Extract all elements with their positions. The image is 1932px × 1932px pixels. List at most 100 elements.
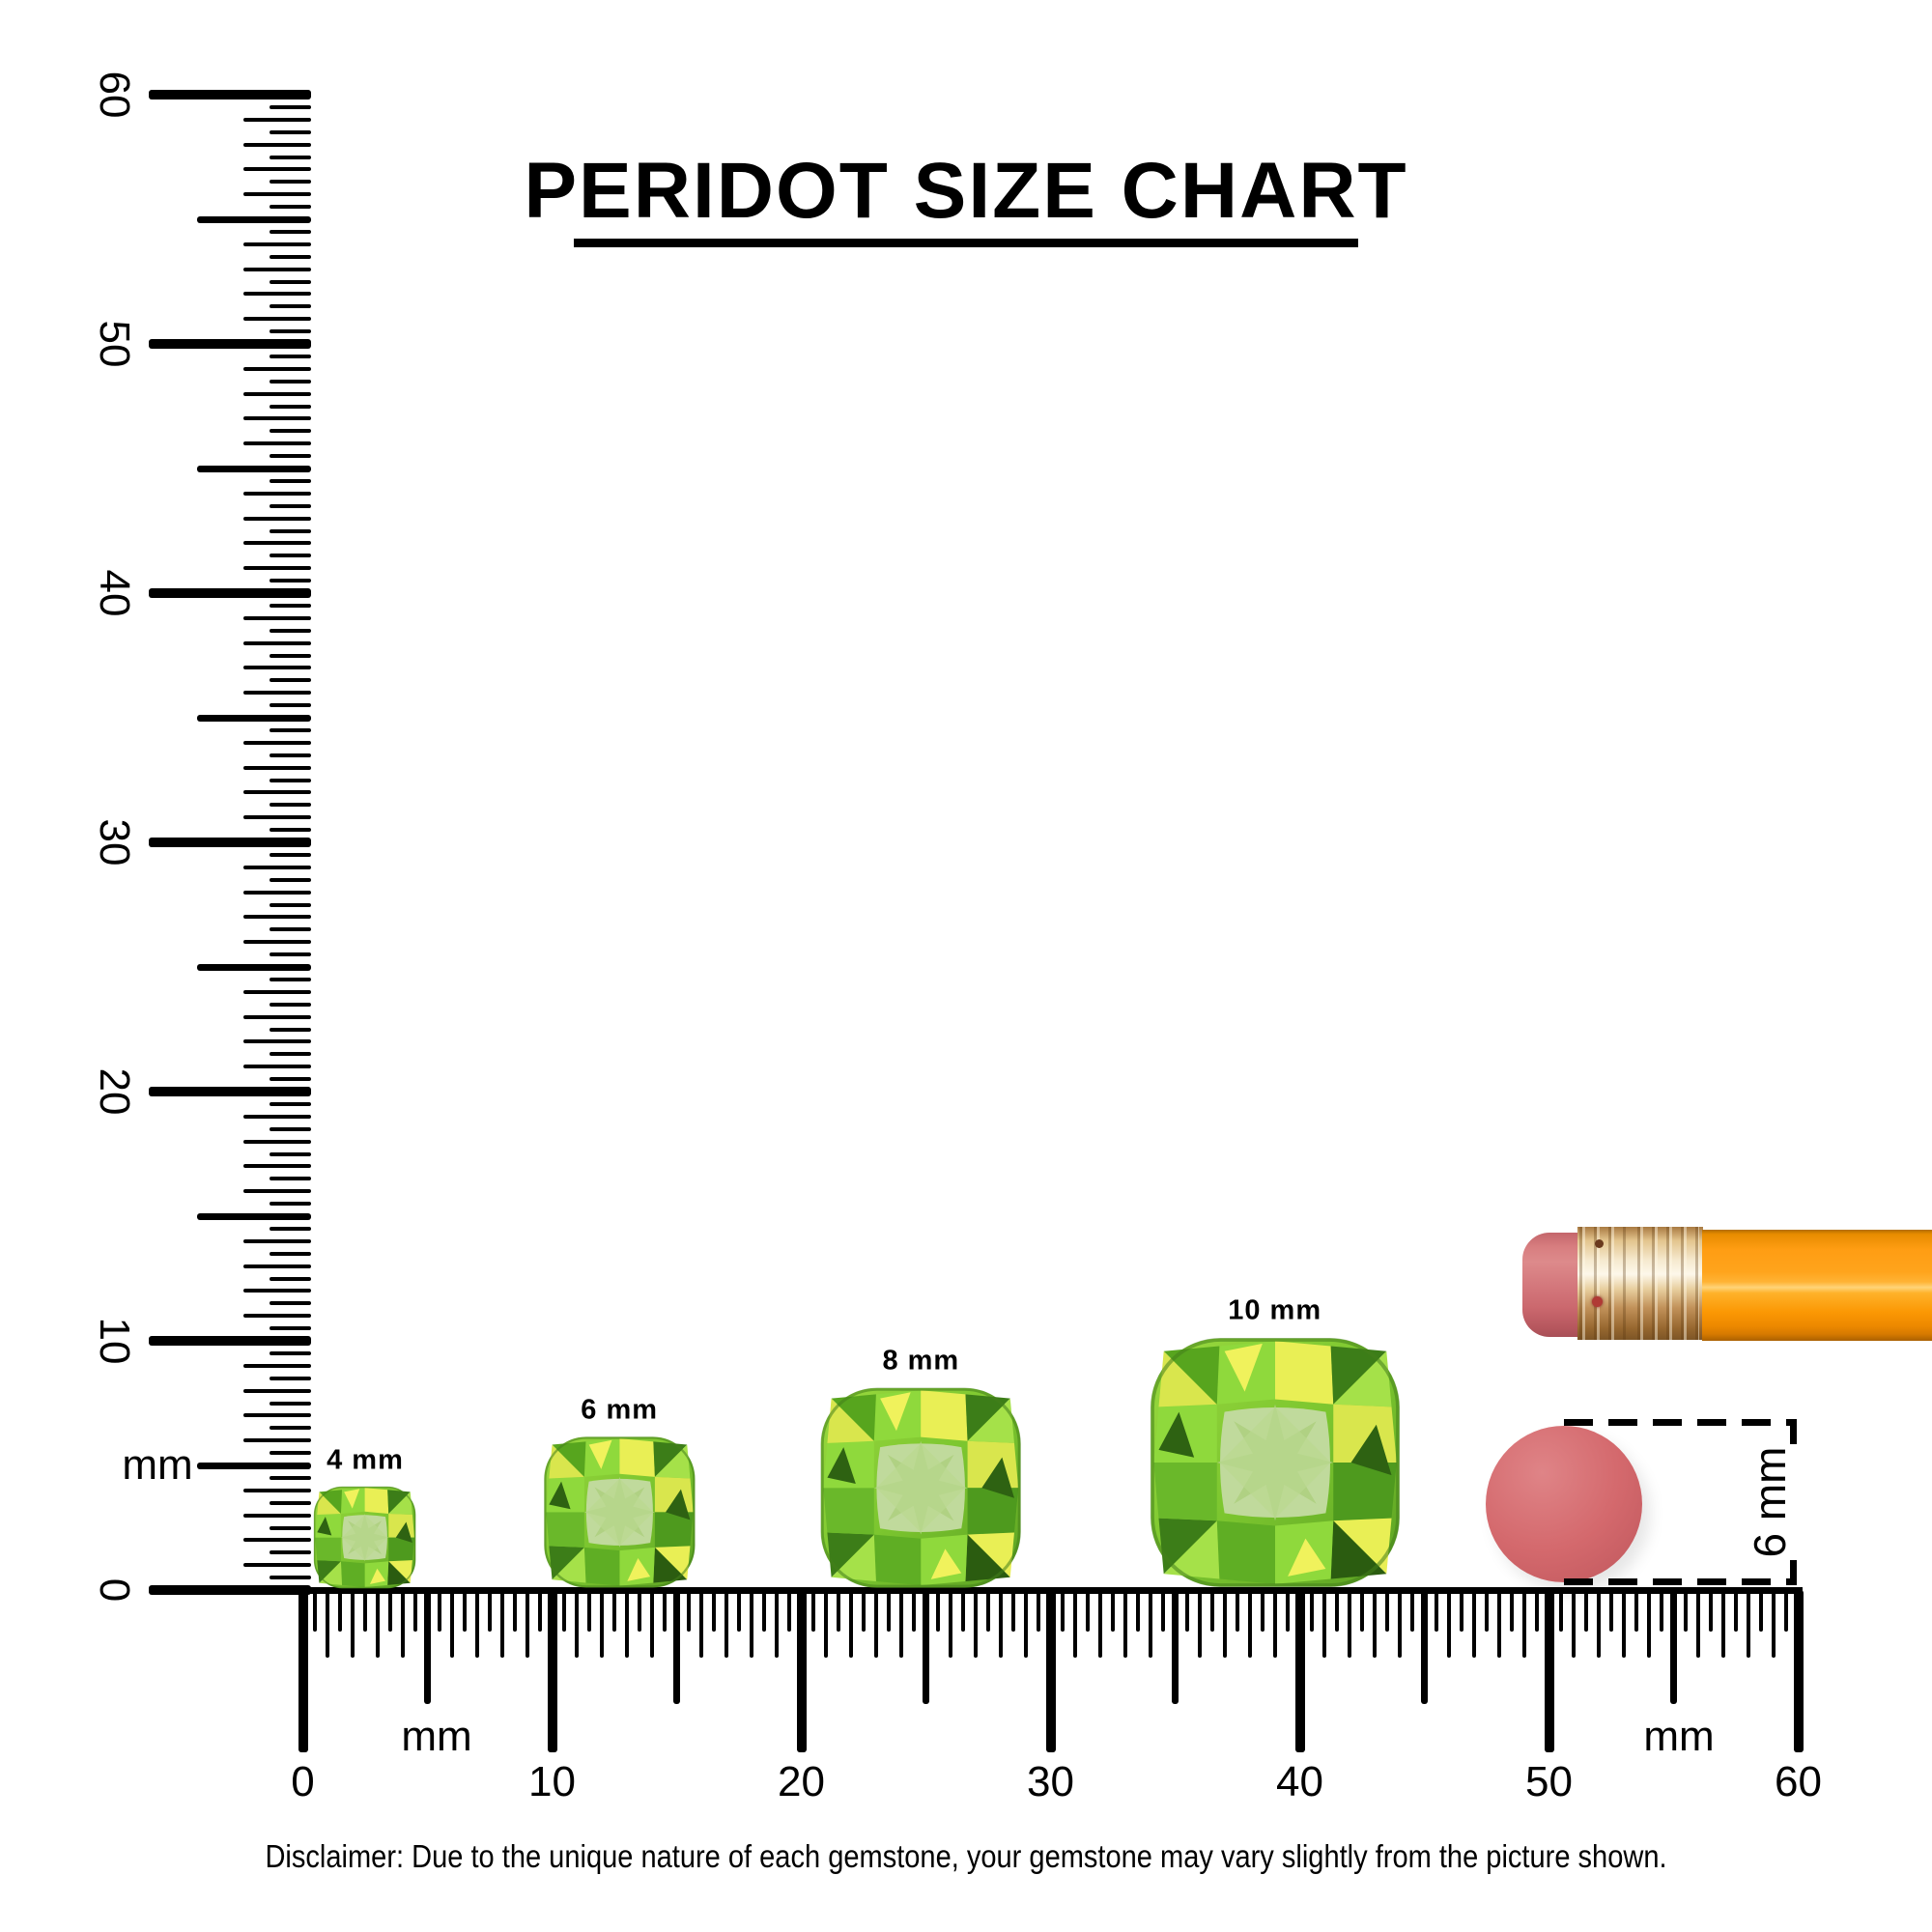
horizontal-ruler-tick bbox=[298, 1590, 308, 1752]
vertical-ruler-tick bbox=[149, 90, 311, 99]
horizontal-ruler-tick bbox=[512, 1590, 517, 1632]
horizontal-ruler-tick bbox=[1111, 1590, 1115, 1632]
vertical-ruler-tick bbox=[270, 1350, 311, 1355]
horizontal-ruler-tick bbox=[600, 1590, 605, 1658]
horizontal-ruler-tick bbox=[1384, 1590, 1389, 1632]
horizontal-ruler-tick bbox=[1421, 1590, 1428, 1704]
disclaimer-text: Disclaimer: Due to the unique nature of … bbox=[265, 1838, 1667, 1874]
horizontal-ruler-tick bbox=[499, 1590, 504, 1658]
horizontal-ruler-unit-label-left: mm bbox=[401, 1713, 472, 1760]
eraser-top-view bbox=[1486, 1426, 1642, 1582]
horizontal-ruler-number: 60 bbox=[1775, 1758, 1822, 1805]
horizontal-ruler-tick bbox=[438, 1590, 442, 1632]
vertical-ruler-tick bbox=[270, 703, 311, 708]
horizontal-ruler-tick bbox=[1098, 1590, 1103, 1658]
vertical-ruler-tick bbox=[270, 104, 311, 109]
horizontal-ruler-tick bbox=[761, 1590, 766, 1632]
horizontal-ruler-tick bbox=[547, 1590, 557, 1752]
vertical-ruler-tick bbox=[270, 429, 311, 434]
horizontal-ruler-tick bbox=[911, 1590, 916, 1632]
vertical-ruler-tick bbox=[270, 1576, 311, 1580]
horizontal-ruler-tick bbox=[1122, 1590, 1127, 1658]
vertical-ruler-tick bbox=[243, 566, 311, 571]
horizontal-ruler-tick bbox=[1223, 1590, 1228, 1658]
vertical-ruler-tick bbox=[270, 1426, 311, 1431]
vertical-ruler-tick bbox=[243, 491, 311, 496]
vertical-ruler-tick bbox=[243, 790, 311, 795]
vertical-ruler-tick bbox=[243, 267, 311, 271]
horizontal-ruler-tick bbox=[1734, 1590, 1738, 1632]
vertical-ruler-number: 40 bbox=[91, 569, 138, 617]
horizontal-ruler-tick bbox=[1409, 1590, 1414, 1632]
horizontal-ruler-tick bbox=[575, 1590, 580, 1658]
vertical-ruler-tick bbox=[270, 1475, 311, 1480]
vertical-ruler-tick bbox=[243, 1388, 311, 1393]
horizontal-ruler-tick bbox=[1148, 1590, 1152, 1658]
horizontal-ruler-tick bbox=[1659, 1590, 1663, 1632]
vertical-ruler-tick bbox=[270, 1326, 311, 1331]
horizontal-ruler-tick bbox=[1010, 1590, 1015, 1632]
vertical-ruler-tick bbox=[197, 465, 311, 472]
horizontal-ruler-tick bbox=[1746, 1590, 1750, 1658]
measure-stub-bottom bbox=[1790, 1560, 1797, 1585]
vertical-ruler-tick bbox=[270, 628, 311, 633]
vertical-ruler-tick bbox=[270, 1126, 311, 1131]
horizontal-ruler-tick bbox=[1160, 1590, 1165, 1632]
vertical-ruler-tick bbox=[243, 940, 311, 945]
vertical-ruler-tick bbox=[270, 1276, 311, 1281]
horizontal-ruler-tick bbox=[1670, 1590, 1677, 1704]
vertical-ruler-tick bbox=[243, 142, 311, 147]
vertical-ruler-tick bbox=[270, 1002, 311, 1007]
horizontal-ruler-tick bbox=[1348, 1590, 1352, 1658]
horizontal-ruler-tick bbox=[624, 1590, 629, 1658]
vertical-ruler-tick bbox=[243, 691, 311, 696]
horizontal-ruler-tick bbox=[463, 1590, 468, 1632]
vertical-ruler-tick bbox=[270, 1052, 311, 1057]
vertical-ruler-tick bbox=[243, 1289, 311, 1293]
horizontal-ruler-tick bbox=[375, 1590, 380, 1658]
vertical-ruler-tick bbox=[270, 304, 311, 309]
horizontal-ruler-tick bbox=[488, 1590, 492, 1632]
eraser-size-label: 6 mm bbox=[1745, 1446, 1795, 1558]
vertical-ruler-tick bbox=[270, 1525, 311, 1530]
vertical-ruler-tick bbox=[270, 927, 311, 932]
vertical-ruler-tick bbox=[243, 1314, 311, 1319]
measure-dash-bottom bbox=[1564, 1578, 1797, 1585]
horizontal-ruler-tick bbox=[712, 1590, 717, 1632]
horizontal-ruler-tick bbox=[424, 1590, 431, 1704]
horizontal-ruler-tick bbox=[724, 1590, 729, 1658]
horizontal-ruler-tick bbox=[1335, 1590, 1340, 1632]
vertical-ruler-tick bbox=[270, 379, 311, 384]
horizontal-ruler-tick bbox=[450, 1590, 455, 1658]
peridot-gem-10mm bbox=[1149, 1336, 1402, 1589]
vertical-ruler-tick bbox=[197, 215, 311, 223]
horizontal-ruler-tick bbox=[1322, 1590, 1327, 1658]
vertical-ruler-tick bbox=[243, 890, 311, 895]
horizontal-ruler-tick bbox=[1634, 1590, 1638, 1632]
horizontal-ruler-tick bbox=[949, 1590, 953, 1658]
vertical-ruler-tick bbox=[270, 254, 311, 259]
vertical-ruler-tick bbox=[270, 180, 311, 185]
horizontal-ruler-tick bbox=[1073, 1590, 1078, 1658]
vertical-ruler-tick bbox=[270, 454, 311, 459]
horizontal-ruler-tick bbox=[923, 1590, 929, 1704]
horizontal-ruler-tick bbox=[326, 1590, 330, 1658]
horizontal-ruler-tick bbox=[749, 1590, 753, 1658]
horizontal-ruler-number: 10 bbox=[528, 1758, 576, 1805]
vertical-ruler-tick bbox=[243, 1413, 311, 1418]
vertical-ruler-tick bbox=[270, 1550, 311, 1555]
horizontal-ruler-tick bbox=[637, 1590, 641, 1632]
vertical-ruler-number: 10 bbox=[91, 1317, 138, 1365]
ferrule-dot-top bbox=[1595, 1239, 1604, 1248]
vertical-ruler-tick bbox=[270, 329, 311, 334]
horizontal-ruler-tick bbox=[1496, 1590, 1501, 1658]
vertical-ruler-tick bbox=[243, 391, 311, 396]
vertical-ruler-tick bbox=[243, 865, 311, 869]
vertical-ruler-tick bbox=[243, 1488, 311, 1492]
vertical-ruler-tick bbox=[243, 1139, 311, 1144]
vertical-ruler-tick bbox=[270, 653, 311, 658]
vertical-ruler-tick bbox=[243, 765, 311, 770]
vertical-ruler-tick bbox=[149, 339, 311, 349]
vertical-ruler-tick bbox=[243, 167, 311, 172]
